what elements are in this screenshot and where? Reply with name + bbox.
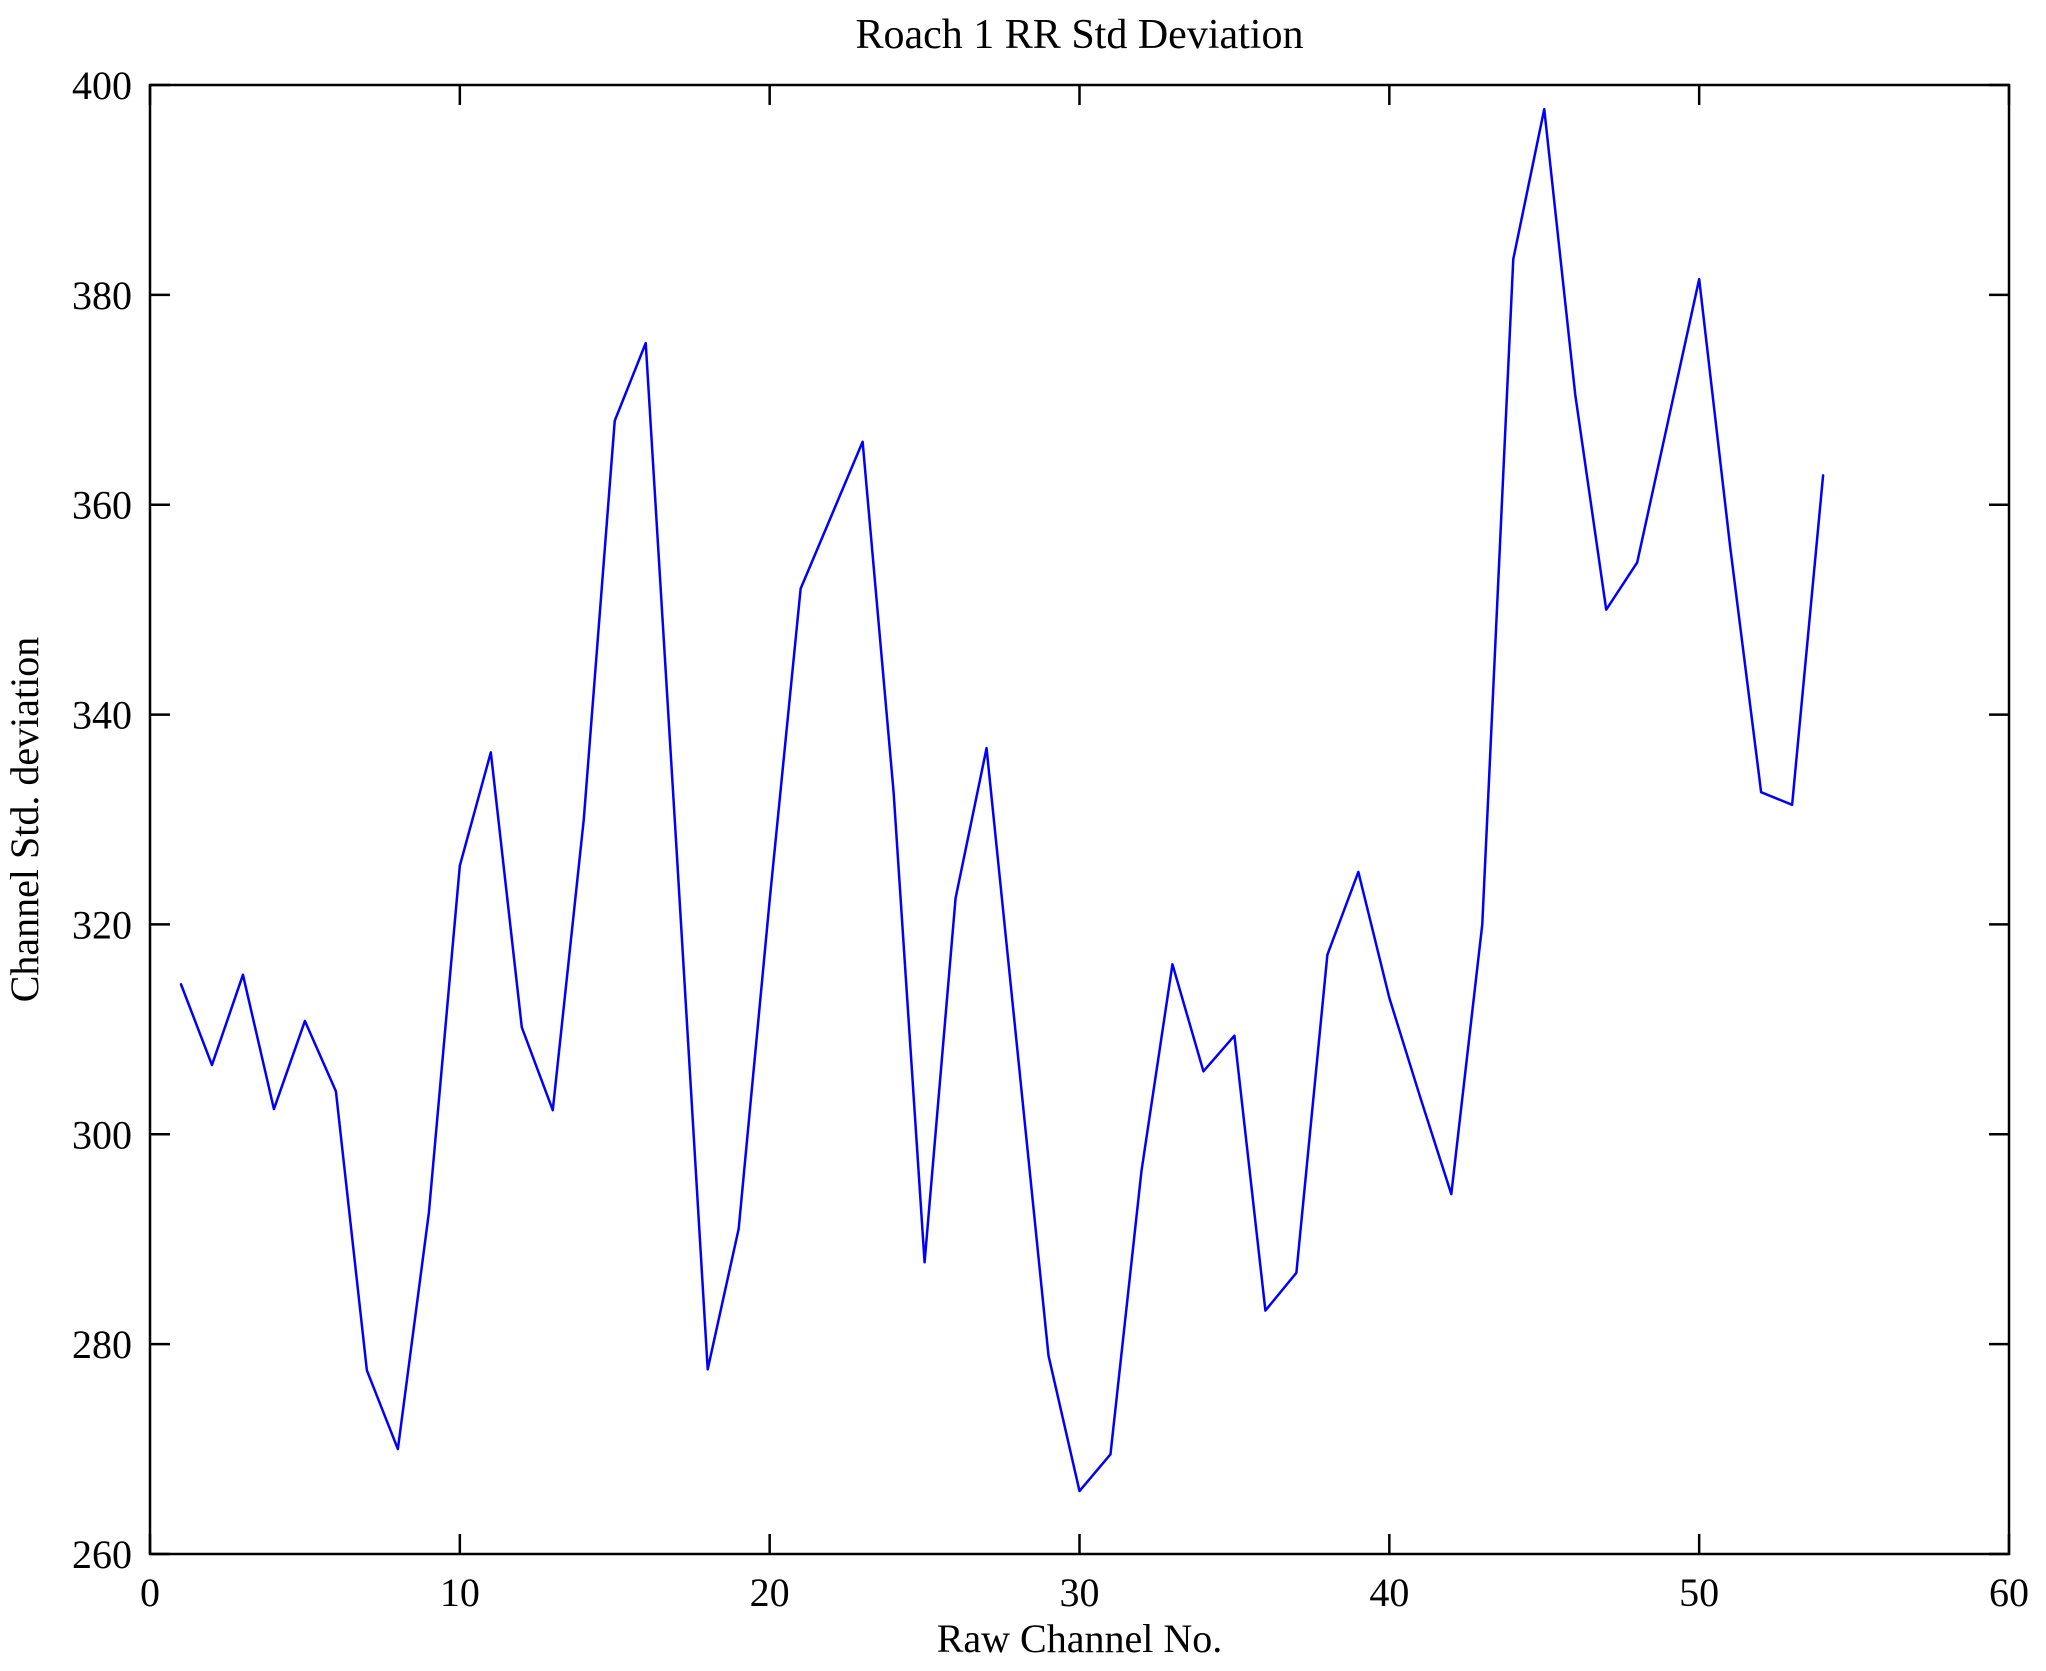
y-tick-label: 320 [72,902,132,947]
x-tick-label: 30 [1060,1570,1100,1615]
tick-marks [148,83,2011,1556]
y-tick-label: 380 [72,273,132,318]
x-axis-label: Raw Channel No. [937,1616,1223,1661]
y-tick-labels: 260 280 300 320 340 360 380 400 [72,63,132,1577]
x-tick-label: 0 [140,1570,160,1615]
std-deviation-line [179,107,1825,1493]
y-tick-label: 260 [72,1532,132,1577]
x-tick-label: 60 [1989,1570,2029,1615]
plot-frame [148,83,2011,1556]
y-tick-label: 280 [72,1322,132,1367]
chart-title: Roach 1 RR Std Deviation [856,12,1304,58]
x-tick-label: 50 [1679,1570,1719,1615]
y-tick-label: 360 [72,483,132,528]
y-tick-label: 300 [72,1112,132,1157]
y-axis-label: Channel Std. deviation [2,637,47,1003]
y-tick-label: 340 [72,693,132,738]
x-tick-label: 40 [1369,1570,1409,1615]
x-tick-labels: 0 10 20 30 40 50 60 [140,1570,2029,1615]
y-tick-label: 400 [72,63,132,108]
data-series [179,107,1825,1493]
x-tick-label: 10 [440,1570,480,1615]
x-tick-label: 20 [750,1570,790,1615]
